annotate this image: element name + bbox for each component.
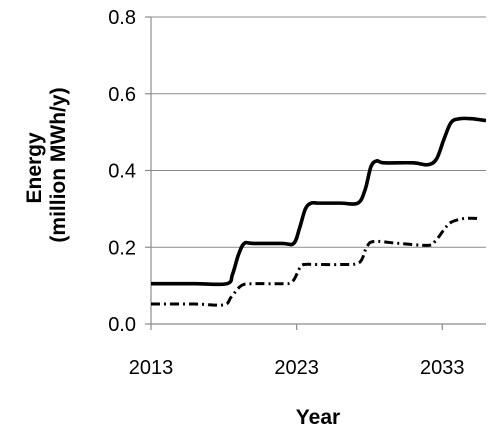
grid — [151, 16, 486, 248]
x-axis-title: Year — [296, 406, 340, 429]
x-tick-label: 2023 — [274, 357, 319, 379]
axes: 0.0 0.2 0.4 0.6 0.8 2013 2023 2033 — [108, 7, 486, 379]
y-tick-label: 0.8 — [108, 7, 136, 29]
y-tick-label: 0.4 — [108, 161, 136, 183]
series-line-2 — [151, 216, 479, 307]
y-axis-title-line-2: (million MWh/y) — [47, 87, 70, 242]
y-tick-label: 0.6 — [108, 84, 136, 106]
y-axis-title: Energy (million MWh/y) — [23, 87, 70, 242]
y-tick-label: 0.0 — [108, 314, 136, 336]
labels: Year Energy (million MWh/y) — [23, 87, 340, 429]
series-line-1 — [151, 116, 486, 287]
x-tick-label: 2033 — [420, 357, 465, 379]
y-axis-title-line-1: Energy — [23, 132, 46, 204]
series — [151, 116, 486, 307]
y-tick-label: 0.2 — [108, 237, 136, 259]
x-tick-label: 2013 — [129, 357, 174, 379]
